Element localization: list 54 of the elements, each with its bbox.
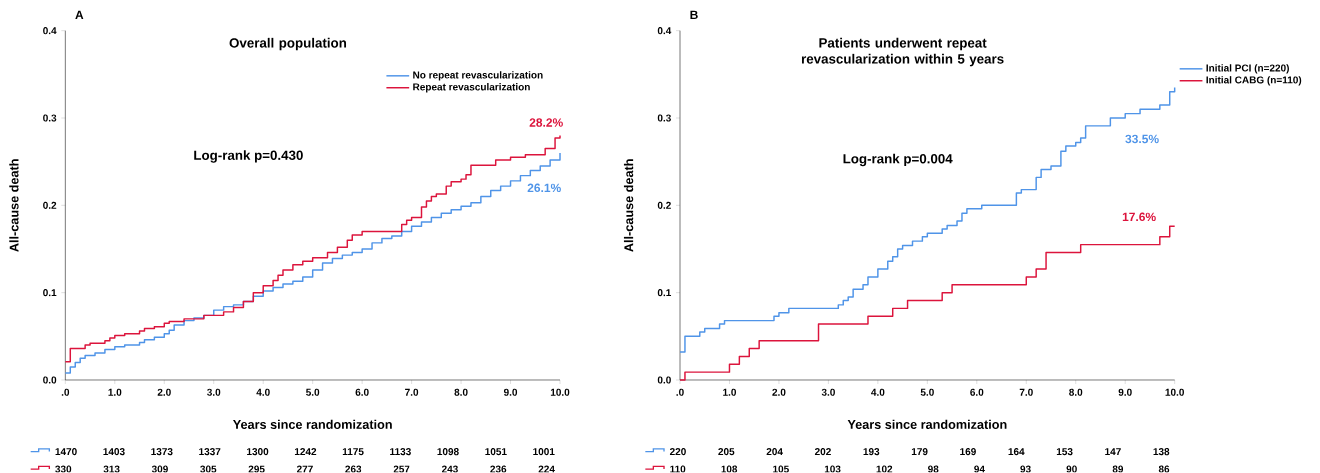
annotation: Log-rank p=0.430	[194, 150, 303, 163]
text: A	[75, 10, 84, 20]
text: 110 108 105 103 102 98 94 93 90 89 86	[670, 465, 1170, 473]
x-tick-label: 3.0	[821, 388, 835, 396]
x-tick-label: 2.0	[772, 388, 786, 396]
text: B	[690, 10, 698, 20]
x-tick-label: 4.0	[871, 388, 885, 396]
y-tick-label: 0.3	[43, 114, 57, 122]
legend-label: Initial CABG (n=110)	[1206, 76, 1302, 86]
x-tick-label: 1.0	[723, 388, 737, 396]
x-tick-label: 10.0	[550, 388, 570, 396]
x-axis-title: Years since randomization	[232, 419, 392, 430]
text: Overall population	[229, 38, 347, 51]
x-tick-label: 8.0	[1069, 388, 1083, 396]
y-tick-label: 0.3	[657, 114, 671, 122]
x-tick-label: 9.0	[1118, 388, 1132, 396]
y-tick-label: 0.2	[657, 201, 671, 210]
x-tick-label: 8.0	[454, 388, 468, 396]
x-tick-label: .0	[676, 388, 684, 396]
y-tick-label: 0.2	[43, 201, 57, 210]
annotation: 26.1%	[527, 183, 561, 193]
y-tick-label: 0.0	[657, 376, 671, 384]
x-tick-label: 3.0	[207, 388, 221, 396]
y-axis-title: All-cause death	[623, 159, 634, 253]
x-tick-label: 9.0	[503, 388, 518, 396]
legend-label: Initial PCI (n=220)	[1206, 64, 1289, 74]
y-tick-label: 0.1	[43, 289, 57, 297]
annotation: 17.6%	[1122, 212, 1156, 222]
y-tick-label: 0.4	[657, 27, 672, 35]
x-axis-title: Years since randomization	[847, 419, 1007, 430]
x-tick-label: 6.0	[970, 388, 984, 396]
x-tick-label: 5.0	[306, 388, 320, 396]
x-tick-label: 7.0	[405, 388, 419, 396]
text: 220 205 204 202 193 179 169 164 153 147 138	[669, 448, 1170, 456]
x-tick-label: 4.0	[256, 388, 270, 396]
x-tick-label: 2.0	[157, 388, 171, 396]
y-axis-title: All-cause death	[9, 159, 19, 253]
y-tick-label: 0.0	[43, 376, 57, 384]
x-tick-label: 5.0	[920, 388, 934, 396]
x-tick-label: 6.0	[355, 388, 369, 396]
annotation: 33.5%	[1125, 134, 1159, 144]
y-tick-label: 0.1	[657, 289, 672, 297]
x-tick-label: 10.0	[1165, 388, 1184, 396]
text: Patients underwent repeat revascularization within 5 years	[801, 38, 1004, 67]
y-tick-label: 0.4	[43, 27, 57, 35]
x-tick-label: 7.0	[1019, 388, 1033, 396]
text: 1470 1403 1373 1337 1300 1242 1175 1133 1098 1051 1001	[55, 448, 555, 456]
annotation: Log-rank p=0.004	[843, 153, 953, 167]
annotation: 28.2%	[529, 118, 563, 127]
legend-label: Repeat revascularization	[413, 83, 530, 93]
legend-label: No repeat revascularization	[413, 71, 543, 81]
x-tick-label: .0	[61, 388, 70, 396]
text: 330 313 309 305 295 277 263 257 243 236 224	[55, 465, 555, 473]
x-tick-label: 1.0	[108, 388, 122, 396]
